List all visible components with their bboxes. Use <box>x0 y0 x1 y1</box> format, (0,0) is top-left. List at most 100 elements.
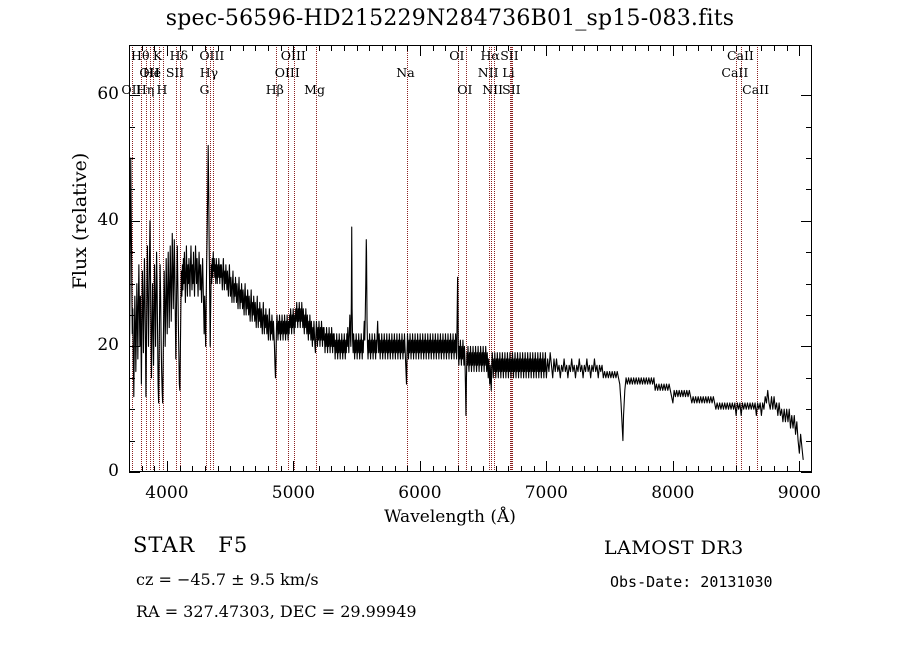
x-tick <box>634 45 636 51</box>
x-tick <box>672 461 674 472</box>
spectral-line-marker <box>512 45 514 472</box>
x-tick <box>166 461 168 472</box>
x-tick <box>672 45 674 56</box>
x-tick <box>571 45 573 51</box>
y-tick <box>129 158 135 160</box>
x-tick <box>559 45 561 51</box>
y-tick <box>806 126 812 128</box>
y-tick <box>806 440 812 442</box>
x-tick <box>584 466 586 472</box>
spectral-line-label: Li <box>502 65 515 80</box>
y-tick-label: 0 <box>108 461 119 481</box>
observation-date: Obs-Date: 20131030 <box>610 573 773 591</box>
x-tick <box>521 45 523 51</box>
x-axis-title: Wavelength (Å) <box>384 507 516 527</box>
x-tick <box>584 45 586 51</box>
spectral-line-marker <box>205 45 207 472</box>
spectral-line-marker <box>275 45 277 472</box>
coordinates: RA = 327.47303, DEC = 29.99949 <box>136 602 417 621</box>
spectral-line-marker <box>288 45 290 472</box>
y-tick <box>806 252 812 254</box>
spectral-line-marker <box>493 45 495 472</box>
spectral-line-label: NII <box>482 82 504 97</box>
spectral-line-label: Hβ <box>265 82 284 97</box>
x-tick <box>723 45 725 51</box>
x-tick <box>609 466 611 472</box>
y-tick-label: 60 <box>97 84 119 105</box>
spectral-line-label: NII <box>477 65 499 80</box>
x-tick <box>533 466 535 472</box>
spectral-line-label: Hδ <box>169 48 189 63</box>
spectral-line-label: Mg <box>304 82 325 97</box>
x-tick <box>647 45 649 51</box>
x-tick <box>394 466 396 472</box>
object-class: STAR <box>133 533 196 557</box>
x-tick <box>280 45 282 51</box>
spectral-line-label: Hγ <box>199 65 219 80</box>
x-tick <box>483 45 485 51</box>
x-tick <box>647 466 649 472</box>
spectral-line-label: OI <box>449 48 465 63</box>
y-tick <box>129 315 135 316</box>
x-tick <box>432 466 434 472</box>
x-tick <box>445 45 447 51</box>
x-tick <box>710 45 712 51</box>
x-tick <box>141 45 143 51</box>
x-tick <box>457 466 459 472</box>
y-tick-label: 20 <box>97 335 119 356</box>
x-tick-label: 5000 <box>271 483 316 503</box>
y-tick <box>129 346 140 348</box>
x-tick <box>255 45 257 51</box>
y-tick <box>129 377 135 379</box>
y-tick <box>806 409 812 411</box>
spectral-line-label: OII <box>121 82 142 97</box>
x-tick <box>622 466 624 472</box>
spectral-line-label: I <box>154 65 160 80</box>
y-tick <box>129 95 140 97</box>
spectral-line-label: OI <box>457 82 473 97</box>
y-tick <box>801 220 812 222</box>
spectral-type: F5 <box>218 533 249 557</box>
spectral-line-marker <box>141 45 143 472</box>
x-tick <box>495 45 497 51</box>
survey-name: LAMOST DR3 <box>604 537 744 559</box>
x-tick-label: 9000 <box>777 483 821 503</box>
x-tick <box>546 461 548 472</box>
spectral-line-marker <box>132 45 134 472</box>
spectral-line-marker <box>465 45 467 472</box>
x-tick <box>470 466 472 472</box>
x-tick <box>192 45 194 51</box>
x-tick <box>419 45 421 56</box>
y-tick-label: 40 <box>97 209 119 230</box>
radial-velocity: cz = −45.7 ± 9.5 km/s <box>136 570 319 589</box>
spectral-line-marker <box>150 45 152 472</box>
x-tick <box>710 466 712 472</box>
x-tick <box>495 466 497 472</box>
x-tick <box>381 466 383 472</box>
spectral-line-label: SII <box>500 48 519 63</box>
x-tick <box>331 45 333 51</box>
x-tick <box>154 45 156 51</box>
y-tick <box>806 158 812 160</box>
spectral-line-label: H <box>156 82 168 97</box>
x-tick <box>179 466 181 472</box>
x-tick <box>660 466 662 472</box>
spectral-line-marker <box>510 45 512 472</box>
spectral-line-label: Hθ <box>131 48 150 63</box>
x-tick-label: 7000 <box>524 483 568 503</box>
x-tick <box>154 466 156 472</box>
x-tick <box>318 45 320 51</box>
x-tick <box>204 466 206 472</box>
page-title: spec-56596-HD215229N284736B01_sp15-083.f… <box>165 6 735 31</box>
x-tick <box>369 466 371 472</box>
y-axis-title: Flux (relative) <box>69 152 91 290</box>
x-tick <box>470 45 472 51</box>
x-tick <box>432 45 434 51</box>
y-tick <box>129 283 135 285</box>
spectral-line-marker <box>294 45 296 472</box>
x-tick <box>736 45 738 51</box>
y-tick <box>801 95 812 97</box>
x-tick <box>407 45 409 51</box>
spectral-line-label: Hη <box>135 82 155 97</box>
x-tick <box>596 45 598 51</box>
